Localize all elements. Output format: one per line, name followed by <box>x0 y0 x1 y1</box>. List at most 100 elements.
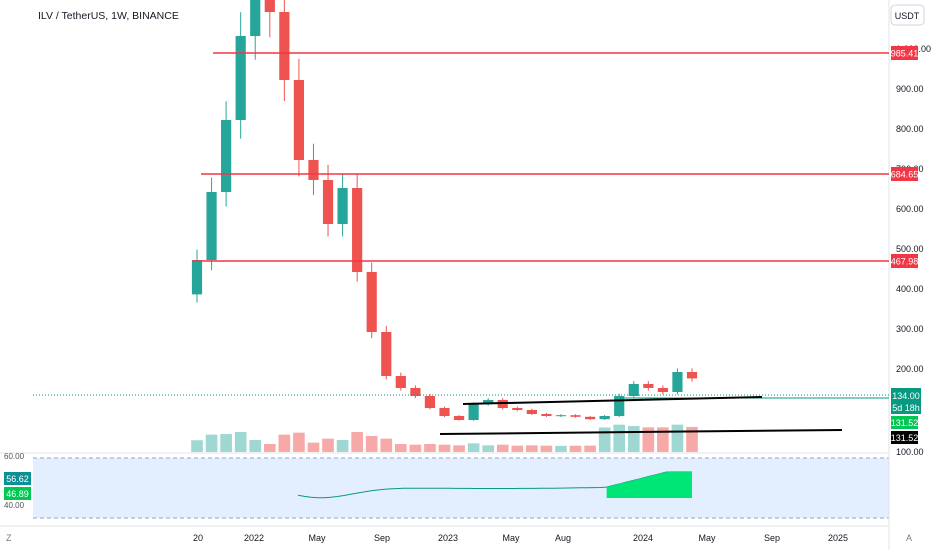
volume-bar <box>409 444 422 452</box>
candle-body[interactable] <box>395 376 406 388</box>
candle-body[interactable] <box>439 408 450 416</box>
candle-body[interactable] <box>322 180 334 224</box>
time-label-2024: 2024 <box>633 533 653 543</box>
volume-bar <box>365 436 378 452</box>
candle-body[interactable] <box>657 388 668 392</box>
candle-body[interactable] <box>221 120 232 192</box>
volume-bar <box>293 432 305 452</box>
candle-body[interactable] <box>570 415 581 417</box>
volume-bar <box>380 438 393 452</box>
candle-layer <box>191 0 698 421</box>
candle-body[interactable] <box>410 388 421 396</box>
volume-bar <box>686 426 698 452</box>
price-tick-300: 300.00 <box>896 324 924 334</box>
volume-bar <box>205 434 218 452</box>
candle-body[interactable] <box>424 396 436 408</box>
candle-body[interactable] <box>555 415 567 417</box>
candle-body[interactable] <box>293 80 305 160</box>
candle-body[interactable] <box>584 416 596 420</box>
current-price-text: 134.00 <box>892 391 920 401</box>
value-badge-a-text: 131.52 <box>891 418 919 428</box>
volume-bar <box>395 444 407 452</box>
trendline-lower[interactable] <box>439 429 843 435</box>
volume-bar <box>482 445 494 452</box>
volume-bar <box>307 442 320 452</box>
time-label-2025: 2025 <box>828 533 848 543</box>
rsi-badge-a-text: 56.62 <box>6 474 29 484</box>
candle-body[interactable] <box>453 416 465 420</box>
volume-bar <box>511 445 524 452</box>
volume-bar <box>584 445 596 452</box>
volume-bar <box>278 434 291 452</box>
value-badge-b <box>891 431 918 444</box>
level-badge-1 <box>891 46 918 60</box>
price-tick-500: 500.00 <box>896 244 924 254</box>
level-badge-3-text: 467.98 <box>891 257 919 267</box>
rsi-layer <box>297 471 692 499</box>
candle-body[interactable] <box>614 396 625 416</box>
volume-bar <box>191 440 203 452</box>
rsi-badge-b-text: 46.89 <box>6 489 29 499</box>
candle-body[interactable] <box>366 272 377 332</box>
candle-body[interactable] <box>279 12 290 80</box>
volume-bar <box>613 424 626 452</box>
volume-bar <box>336 440 349 452</box>
candle-body[interactable] <box>599 416 610 420</box>
value-badge-a <box>891 416 918 429</box>
currency-button-label: USDT <box>895 11 920 21</box>
candle-body[interactable] <box>191 260 203 295</box>
price-tick-800: 800.00 <box>896 124 924 134</box>
countdown-text: 5d 18h <box>892 403 920 413</box>
level-badge-2-text: 684.65 <box>891 170 919 180</box>
volume-bar <box>351 432 363 452</box>
rsi-badge-b <box>4 487 31 500</box>
time-label-may-24: May <box>698 533 716 543</box>
candle-body[interactable] <box>264 0 275 12</box>
volume-bar <box>642 427 655 452</box>
candle-body[interactable] <box>206 192 217 260</box>
current-price-badge <box>891 388 921 414</box>
volume-bar <box>438 444 451 452</box>
candle-body[interactable] <box>352 188 363 272</box>
volume-layer <box>191 424 698 452</box>
time-label-2022: 2022 <box>244 533 264 543</box>
auto-scale-icon[interactable]: A <box>906 533 912 543</box>
time-label-sep-22: Sep <box>374 533 390 543</box>
timezone-icon[interactable]: Z <box>6 533 12 543</box>
trendline-upper[interactable] <box>462 396 763 405</box>
time-label-aug-23: Aug <box>555 533 571 543</box>
price-tick-600: 600.00 <box>896 204 924 214</box>
candle-body[interactable] <box>628 384 639 396</box>
candle-body[interactable] <box>512 408 523 410</box>
candle-body[interactable] <box>483 400 494 404</box>
candle-body[interactable] <box>337 188 348 224</box>
candle-body[interactable] <box>250 0 261 36</box>
price-tick-200: 200.00 <box>896 364 924 374</box>
price-tick-400: 400.00 <box>896 284 924 294</box>
value-badge-b-text: 131.52 <box>891 433 919 443</box>
candle-body[interactable] <box>643 384 654 388</box>
volume-bar <box>569 445 582 452</box>
rsi-tick-60: 60.00 <box>4 452 25 461</box>
candle-body[interactable] <box>526 410 537 414</box>
candle-body[interactable] <box>468 404 479 420</box>
candle-body[interactable] <box>686 372 698 379</box>
volume-bar <box>234 432 247 452</box>
rsi-overbought-area <box>606 472 692 498</box>
volume-bar <box>555 445 567 452</box>
time-label-20: 20 <box>193 533 203 543</box>
price-tick-100: 100.00 <box>896 447 924 457</box>
candle-body[interactable] <box>541 414 552 416</box>
volume-bar <box>453 445 465 452</box>
time-label-sep-24: Sep <box>764 533 780 543</box>
candle-body[interactable] <box>672 372 683 392</box>
candle-body[interactable] <box>235 36 246 120</box>
candle-body[interactable] <box>381 332 392 376</box>
currency-button[interactable] <box>890 4 925 26</box>
candle-body[interactable] <box>308 160 319 180</box>
volume-bar <box>220 434 232 452</box>
volume-bar <box>424 444 436 452</box>
price-tick-900: 900.00 <box>896 84 924 94</box>
volume-bar <box>496 444 509 452</box>
